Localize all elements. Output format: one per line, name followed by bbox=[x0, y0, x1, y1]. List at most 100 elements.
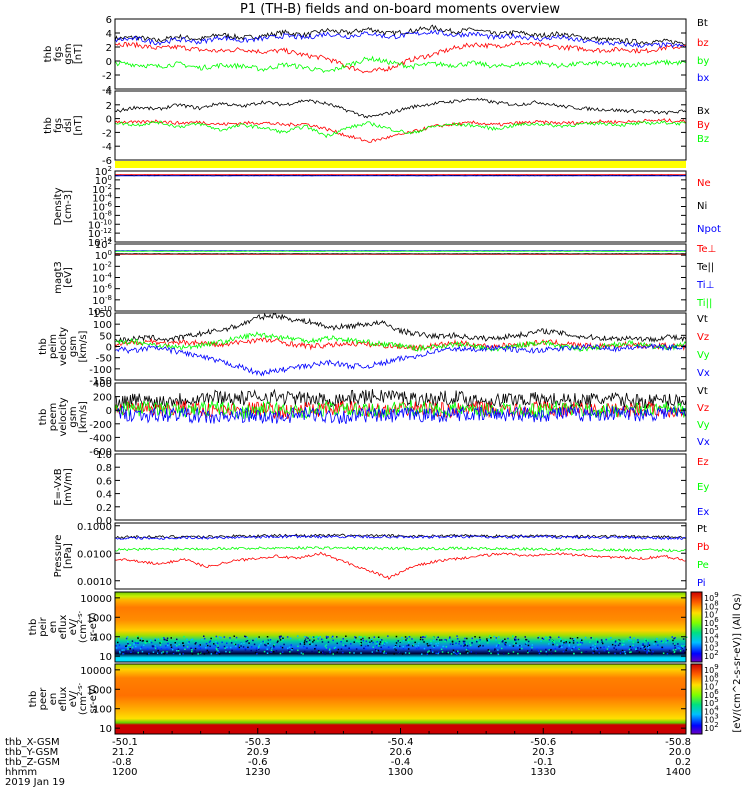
legend-temperature-2: Ti⊥ bbox=[696, 280, 714, 291]
legend-density-1: Ni bbox=[697, 201, 707, 212]
x-axis-annotation: thb_X-GSM -50.1 -50.3 -50.4 -50.6 -50.8 thb_Y-… bbox=[5, 728, 691, 788]
xaxis-value-2-4: 0.2 bbox=[675, 757, 691, 768]
panel-fgs: Bt bz by bx 6 4 2 0 -2 -4 thb fgs gsm [nT] bbox=[43, 15, 709, 96]
legend-fgs-1: bz bbox=[697, 38, 709, 49]
ytick-label-density-1: 100 bbox=[95, 174, 112, 187]
ytick-label-pressure-2: 0.0010 bbox=[77, 577, 112, 588]
legend-fgs-0: Bt bbox=[697, 18, 708, 29]
series-pressure-3 bbox=[114, 534, 687, 541]
ytick-label-efield-1: 0.8 bbox=[96, 463, 112, 474]
ytick-label-efield-0: 1.0 bbox=[96, 450, 112, 461]
frame-density bbox=[114, 170, 687, 243]
colorbar-tick-1-6: 103 bbox=[704, 713, 719, 725]
series-peem_velocity-0 bbox=[114, 388, 687, 410]
ylabel-peer_eflux-0: thb bbox=[28, 691, 39, 708]
ytick-label-density-8: 10-14 bbox=[88, 236, 113, 249]
legend-fgs_dsl-1: By bbox=[697, 120, 710, 131]
series-peim_velocity-3 bbox=[114, 343, 687, 377]
ylabel-peir_eflux-6: sr-eV) bbox=[88, 612, 99, 641]
colorbar-tick-0-2: 107 bbox=[704, 608, 719, 620]
ytick-label-peem_velocity-2: 0 bbox=[106, 406, 112, 417]
ylabel-fgs-1: fgs bbox=[53, 46, 64, 61]
ylabel-peer_eflux-3: eflux bbox=[58, 687, 69, 712]
frame-fgs bbox=[114, 18, 687, 90]
xaxis-value-0-2: -50.4 bbox=[388, 737, 414, 748]
ytick-label-fgs-2: 2 bbox=[106, 43, 112, 54]
ytick-label-fgs-3: 0 bbox=[106, 57, 112, 68]
ytick-label-fgs_dsl-5: -6 bbox=[102, 156, 112, 167]
xaxis-value-0-0: -50.1 bbox=[112, 737, 138, 748]
panel-temperature: Te⊥Te||Ti⊥Ti||10210010-210-410-610-810-1… bbox=[53, 238, 716, 318]
ytick-label-efield-3: 0.4 bbox=[96, 490, 112, 501]
series-fgs-0 bbox=[114, 24, 687, 46]
ytick-label-temperature-2: 10-2 bbox=[92, 260, 112, 273]
xaxis-value-0-3: -50.6 bbox=[530, 737, 556, 748]
ylabel-peir_eflux-3: eflux bbox=[58, 615, 69, 640]
ylabel-fgs_dsl-3: [nT] bbox=[73, 115, 84, 135]
ylabel-peim_velocity-4: [km/s] bbox=[78, 330, 89, 362]
ytick-label-peim_velocity-4: -50 bbox=[96, 354, 112, 365]
colorbar-fill-0 bbox=[690, 591, 703, 663]
ylabel-peer_eflux-1: peer bbox=[38, 687, 49, 711]
ylabel-peer_eflux-4: eV/ bbox=[68, 690, 79, 707]
colorbar-tick-0-5: 104 bbox=[704, 632, 719, 644]
legend-peim_velocity-0: Vt bbox=[697, 314, 708, 325]
xaxis-value-2-2: -0.4 bbox=[391, 757, 411, 768]
legend-pressure-0: Pt bbox=[697, 524, 707, 535]
series-fgs-2 bbox=[114, 55, 687, 73]
ytick-label-peim_velocity-6: -150 bbox=[89, 376, 112, 387]
ylabel-peim_velocity-2: velocity bbox=[58, 327, 69, 366]
colorbar-tick-1-2: 107 bbox=[704, 680, 719, 692]
ytick-label-temperature-3: 10-4 bbox=[92, 272, 112, 285]
colorbar-tick-1-5: 104 bbox=[704, 704, 719, 716]
ylabel-peem_velocity-1: peem bbox=[48, 403, 59, 431]
ytick-label-fgs_dsl-4: -4 bbox=[102, 142, 112, 153]
xaxis-value-2-3: -0.1 bbox=[533, 757, 553, 768]
series-pressure-2 bbox=[114, 545, 687, 553]
ytick-label-density-5: 10-8 bbox=[92, 209, 112, 222]
legend-density-0: Ne bbox=[697, 178, 711, 189]
legend-efield-2: Ex bbox=[697, 507, 709, 518]
legend-fgs-3: bx bbox=[697, 73, 709, 84]
ytick-label-pressure-1: 0.0100 bbox=[77, 549, 112, 560]
ytick-label-density-0: 102 bbox=[95, 165, 112, 178]
ylabel-temperature-0: magt3 bbox=[53, 261, 64, 294]
xaxis-value-2-0: -0.8 bbox=[112, 757, 132, 768]
colorbar-tick-0-6: 103 bbox=[704, 641, 719, 653]
panel-efield: Ez Ey Ex 1.0 0.8 0.6 0.4 0.2 0.0 E=-VxB [mV/m] bbox=[53, 450, 709, 527]
colorbar-tick-1-0: 109 bbox=[704, 663, 719, 675]
ylabel-efield-0: E=-VxB bbox=[53, 468, 64, 505]
xaxis-row-label-2: thb_Z-GSM bbox=[5, 757, 60, 768]
ytick-label-peem_velocity-0: 400 bbox=[93, 379, 112, 390]
legend-efield-0: Ez bbox=[697, 457, 709, 468]
ylabel-peem_velocity-2: velocity bbox=[58, 397, 69, 436]
panel-peem_velocity: Vt Vz Vy Vx 400 200 0 -200 -400 -600 thb peem veloci… bbox=[38, 379, 710, 458]
colorbar-tick-0-7: 102 bbox=[704, 649, 719, 661]
xaxis-value-1-4: 20.0 bbox=[669, 747, 691, 758]
ylabel-peem_velocity-4: [km/s] bbox=[78, 401, 89, 433]
ylabel-peer_eflux-2: en bbox=[48, 693, 59, 706]
colorbar-tick-0-4: 105 bbox=[704, 624, 719, 636]
colorbar-tick-0-0: 109 bbox=[704, 591, 719, 603]
ytick-label-peer_eflux-3: 10 bbox=[99, 724, 112, 735]
ytick-label-peir_eflux-0: 10000 bbox=[80, 594, 112, 605]
legend-peem_velocity-1: Vz bbox=[697, 403, 709, 414]
ytick-label-density-6: 10-10 bbox=[88, 218, 112, 231]
xaxis-value-1-2: 20.6 bbox=[389, 747, 411, 758]
ylabel-fgs-2: gsm bbox=[63, 43, 74, 64]
ytick-label-temperature-6: 10-10 bbox=[88, 305, 112, 318]
legend-temperature-0: Te⊥ bbox=[696, 244, 716, 255]
legend-pressure-1: Pb bbox=[697, 542, 709, 553]
ytick-label-fgs-5: -4 bbox=[102, 85, 112, 96]
ylabel-fgs-0: thb bbox=[43, 46, 54, 63]
ytick-label-temperature-4: 10-6 bbox=[92, 283, 112, 296]
ytick-label-fgs-4: -2 bbox=[102, 71, 112, 82]
ytick-label-temperature-0: 102 bbox=[95, 238, 112, 251]
ytick-label-density-3: 10-4 bbox=[92, 192, 112, 205]
ytick-label-peem_velocity-1: 200 bbox=[93, 393, 112, 404]
legend-peim_velocity-3: Vx bbox=[697, 368, 710, 379]
panel-density: NeNiNpot10210010-210-410-610-810-1010-12… bbox=[53, 165, 721, 249]
frame-peir_eflux bbox=[114, 591, 687, 663]
ytick-label-peer_eflux-0: 10000 bbox=[80, 666, 112, 677]
